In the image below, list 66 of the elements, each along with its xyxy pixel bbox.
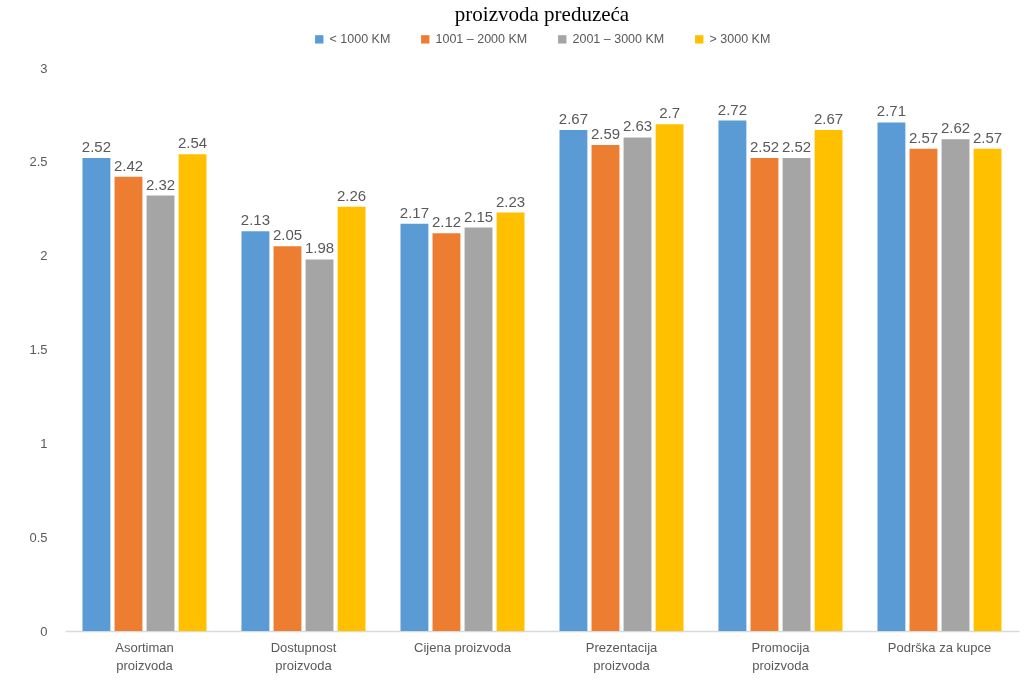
x-tick-label: Prezentacija proizvoda [585, 639, 659, 673]
data-label: 2.54 [177, 134, 208, 152]
data-label: 2.12 [431, 213, 462, 231]
data-label: 2.42 [113, 156, 144, 174]
bar [877, 122, 906, 631]
legend-label: > 3000 KM [709, 32, 771, 47]
bar [400, 223, 429, 631]
data-label: 2.72 [717, 100, 748, 118]
data-label: 1.98 [304, 239, 335, 257]
bar [337, 206, 366, 631]
bar [559, 129, 588, 631]
bar [591, 144, 620, 631]
data-label: 2.67 [558, 109, 589, 127]
data-label: 2.23 [495, 192, 526, 210]
bar [432, 233, 461, 631]
bar [941, 139, 970, 631]
bar [273, 246, 302, 631]
data-label: 2.57 [908, 128, 939, 146]
y-tick-label: 3 [40, 60, 48, 76]
data-label: 2.57 [972, 128, 1003, 146]
data-label: 2.59 [590, 124, 621, 142]
x-tick-label: Podrška za kupce [887, 639, 992, 655]
bar [178, 154, 207, 631]
data-label: 2.26 [336, 186, 367, 204]
legend-label: < 1000 KM [329, 32, 391, 47]
data-label: 2.52 [749, 138, 780, 156]
y-tick-label: 2.5 [29, 154, 48, 170]
chart-title: proizvoda preduzeća [454, 2, 630, 26]
x-tick-label: Dostupnost proizvoda [270, 639, 337, 673]
bar [973, 148, 1002, 631]
data-label: 2.13 [240, 211, 271, 229]
bar [82, 158, 111, 631]
y-tick-label: 2 [40, 248, 48, 264]
y-tick-label: 1 [40, 435, 48, 451]
bar [146, 195, 175, 631]
bar [623, 137, 652, 631]
y-tick-label: 0 [40, 623, 48, 639]
y-tick-label: 0.5 [29, 529, 48, 545]
bar [464, 227, 493, 631]
bar [114, 176, 143, 631]
data-label: 2.05 [272, 226, 303, 244]
bar [496, 212, 525, 631]
bar [750, 158, 779, 631]
data-label: 2.32 [145, 175, 176, 193]
bar [782, 158, 811, 631]
data-label: 2.62 [940, 119, 971, 137]
bar [305, 259, 334, 631]
data-label: 2.52 [81, 138, 112, 156]
y-tick-label: 1.5 [29, 342, 48, 357]
data-label: 2.17 [399, 203, 430, 221]
legend-label: 1001 – 2000 KM [435, 32, 528, 47]
data-label: 2.67 [813, 109, 844, 127]
bar [655, 124, 684, 631]
bar [718, 120, 747, 631]
data-label: 2.63 [622, 117, 653, 135]
bar [909, 148, 938, 631]
bar [814, 129, 843, 631]
x-tick-label: Cijena proizvoda [414, 639, 512, 655]
data-label: 2.52 [781, 138, 812, 156]
data-label: 2.71 [876, 102, 907, 120]
x-tick-label: Promocija proizvoda [751, 639, 811, 673]
data-label: 2.7 [659, 104, 680, 122]
bar [241, 231, 270, 631]
x-tick-label: Asortiman proizvoda [115, 639, 174, 673]
legend-label: 2001 – 3000 KM [572, 32, 665, 47]
data-label: 2.15 [463, 207, 494, 225]
